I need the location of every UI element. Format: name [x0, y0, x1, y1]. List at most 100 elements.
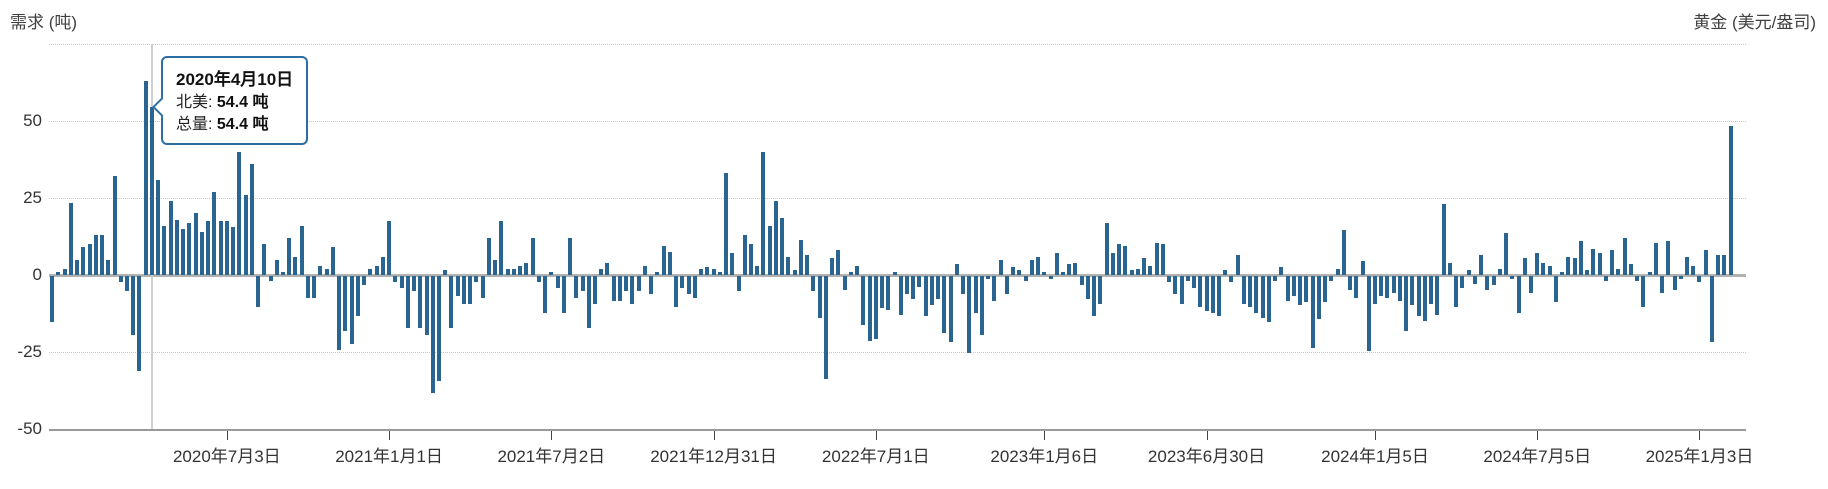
demand-bar[interactable] [617, 276, 622, 301]
demand-bar[interactable] [199, 231, 204, 275]
demand-bar[interactable] [62, 268, 67, 275]
demand-bar[interactable] [1522, 258, 1527, 275]
demand-bar[interactable] [543, 276, 548, 313]
demand-bar[interactable] [443, 270, 448, 275]
demand-bar[interactable] [1435, 276, 1440, 315]
demand-bar[interactable] [1054, 253, 1059, 275]
demand-bar[interactable] [1385, 276, 1390, 298]
demand-bar[interactable] [337, 276, 342, 350]
demand-bar[interactable] [468, 276, 473, 304]
demand-bar[interactable] [1154, 242, 1159, 275]
demand-bar[interactable] [174, 219, 179, 275]
demand-bar[interactable] [1441, 204, 1446, 275]
demand-bar[interactable] [692, 276, 697, 298]
demand-bar[interactable] [1722, 254, 1727, 275]
demand-bar[interactable] [817, 276, 822, 318]
demand-bar[interactable] [1641, 276, 1646, 307]
demand-bar[interactable] [168, 201, 173, 275]
demand-bar[interactable] [1422, 276, 1427, 321]
demand-bar[interactable] [1397, 276, 1402, 301]
demand-bar[interactable] [455, 276, 460, 297]
demand-bar[interactable] [293, 256, 298, 275]
demand-bar[interactable] [137, 276, 142, 372]
demand-bar[interactable] [1123, 245, 1128, 275]
demand-bar[interactable] [786, 256, 791, 275]
demand-bar[interactable] [1285, 276, 1290, 301]
demand-bar[interactable] [231, 227, 236, 275]
demand-bar[interactable] [1553, 276, 1558, 303]
demand-bar[interactable] [861, 276, 866, 326]
demand-bar[interactable] [1685, 256, 1689, 275]
demand-bar[interactable] [767, 225, 772, 275]
demand-bar[interactable] [187, 222, 192, 275]
demand-bar[interactable] [1004, 276, 1009, 295]
demand-bar[interactable] [524, 262, 529, 275]
demand-bar[interactable] [848, 271, 853, 275]
demand-bar[interactable] [1566, 256, 1571, 275]
demand-bar[interactable] [1098, 276, 1103, 304]
demand-bar[interactable] [711, 268, 716, 275]
demand-bar[interactable] [1529, 276, 1533, 293]
demand-bar[interactable] [842, 276, 847, 290]
demand-bar[interactable] [1491, 276, 1496, 286]
demand-bar[interactable] [1628, 264, 1633, 275]
demand-bar[interactable] [561, 276, 566, 313]
demand-bar[interactable] [1160, 244, 1165, 275]
demand-bar[interactable] [1541, 262, 1546, 275]
demand-bar[interactable] [1591, 248, 1596, 275]
demand-bar[interactable] [499, 221, 504, 275]
demand-bar[interactable] [362, 276, 367, 286]
demand-bar[interactable] [405, 276, 410, 329]
demand-bar[interactable] [1635, 276, 1640, 281]
demand-bar[interactable] [717, 271, 722, 275]
demand-bar[interactable] [1454, 276, 1459, 307]
demand-bar[interactable] [349, 276, 354, 344]
demand-bar[interactable] [611, 276, 616, 301]
demand-bar[interactable] [1666, 241, 1671, 275]
demand-bar[interactable] [630, 276, 635, 304]
demand-bar[interactable] [1110, 253, 1115, 275]
demand-bar[interactable] [942, 276, 947, 333]
demand-bar[interactable] [374, 265, 379, 275]
demand-bar[interactable] [68, 202, 73, 275]
demand-bar[interactable] [661, 245, 666, 275]
demand-bar[interactable] [998, 259, 1003, 275]
demand-bar[interactable] [936, 276, 941, 300]
demand-bar[interactable] [873, 276, 878, 340]
demand-bar[interactable] [1079, 276, 1084, 286]
demand-bar[interactable] [986, 276, 991, 280]
demand-bar[interactable] [1279, 267, 1284, 275]
demand-bar[interactable] [1535, 253, 1540, 275]
demand-bar[interactable] [568, 238, 573, 275]
demand-bar[interactable] [1585, 270, 1590, 275]
demand-bar[interactable] [305, 276, 310, 298]
demand-bar[interactable] [973, 276, 978, 313]
demand-bar[interactable] [574, 276, 579, 298]
demand-bar[interactable] [555, 276, 560, 289]
demand-bar[interactable] [1703, 250, 1708, 275]
demand-bar[interactable] [1042, 271, 1047, 275]
demand-bar[interactable] [1660, 276, 1665, 293]
demand-bar[interactable] [1135, 268, 1140, 275]
demand-bar[interactable] [1678, 276, 1683, 280]
demand-bar[interactable] [1210, 276, 1215, 313]
demand-bar[interactable] [262, 244, 267, 275]
demand-bar[interactable] [56, 271, 61, 275]
demand-bar[interactable] [992, 276, 997, 301]
demand-bar[interactable] [830, 258, 835, 275]
demand-bar[interactable] [1173, 276, 1178, 295]
demand-bar[interactable] [1341, 230, 1346, 275]
demand-bar[interactable] [536, 276, 541, 283]
demand-bar[interactable] [674, 276, 679, 307]
demand-bar[interactable] [911, 276, 916, 300]
demand-bar[interactable] [1379, 276, 1384, 297]
demand-bar[interactable] [505, 268, 510, 275]
demand-bar[interactable] [823, 276, 828, 380]
demand-bar[interactable] [1061, 271, 1065, 275]
demand-bar[interactable] [1304, 276, 1309, 303]
demand-bar[interactable] [905, 276, 909, 295]
demand-bar[interactable] [680, 276, 685, 289]
demand-bar[interactable] [449, 276, 454, 329]
demand-bar[interactable] [1466, 270, 1471, 275]
demand-bar[interactable] [773, 201, 778, 275]
